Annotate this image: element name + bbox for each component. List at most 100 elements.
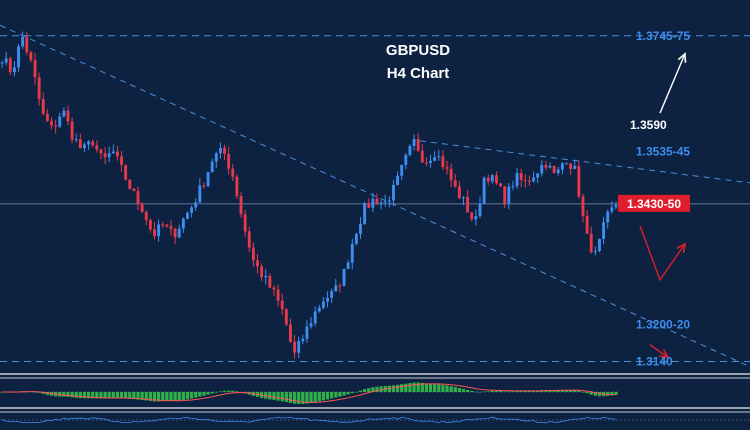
macd-bar [614, 392, 618, 396]
candle-body [379, 202, 383, 205]
macd-signal-line [2, 383, 616, 403]
candle-body [544, 164, 548, 168]
macd-bar [412, 382, 416, 392]
candle-body [354, 233, 358, 244]
macd-bar [169, 392, 173, 401]
macd-bar [202, 392, 206, 396]
candle-body [540, 164, 544, 174]
candle-body [507, 186, 511, 204]
macd-bar [78, 392, 82, 399]
macd-bar [437, 384, 441, 392]
candle-body [260, 266, 264, 278]
macd-bar [449, 386, 453, 392]
level-label: 1.3535-45 [636, 144, 690, 158]
macd-bar [86, 392, 91, 399]
candle-body [284, 309, 288, 325]
candle-body [45, 113, 49, 121]
candle-body [206, 172, 210, 187]
macd-bar [375, 386, 379, 392]
candle-body [462, 197, 465, 199]
up-arrow-line [659, 53, 686, 114]
macd-bar [309, 392, 313, 403]
level-labels: 1.3745-75 1.3590 1.3535-45 1.3430-50 1.3200-… [618, 29, 690, 368]
macd-bar [119, 392, 124, 399]
candle-body [495, 175, 498, 184]
macd-bar [222, 390, 227, 392]
macd-bar [173, 392, 177, 401]
macd-bar [548, 390, 552, 392]
macd-bar [416, 382, 420, 392]
candle-body [490, 175, 494, 182]
candle-body [214, 153, 218, 162]
macd-bar [503, 391, 507, 393]
level-label: 1.3430-50 [627, 197, 681, 211]
macd-bar [95, 392, 99, 399]
macd-bar [280, 392, 284, 402]
candle-body [124, 164, 128, 180]
candle-body [87, 141, 91, 145]
level-label: 1.3590 [630, 118, 667, 132]
candle-body [95, 145, 99, 150]
candle-body [445, 167, 449, 169]
candle-body [457, 186, 461, 199]
macd-bar [37, 392, 41, 393]
macd-bar [531, 390, 536, 392]
candle-body [268, 275, 272, 288]
macd-bar [400, 384, 404, 392]
candle-body [326, 297, 329, 302]
macd-bar [231, 390, 235, 392]
macd-bar [585, 392, 589, 394]
candle-body [301, 338, 305, 342]
macd-bar [523, 390, 527, 392]
candle-body [581, 196, 585, 216]
candle-body [165, 224, 169, 227]
macd-bar [577, 390, 581, 392]
candle-body [66, 110, 70, 122]
macd-bar [433, 383, 437, 392]
candle-body [598, 238, 601, 252]
candle-body [91, 141, 95, 146]
candle-body [589, 233, 593, 253]
candle-body [103, 153, 107, 158]
candle-body [330, 291, 334, 298]
candle-body [115, 151, 119, 157]
candle-body [408, 145, 412, 155]
candle-body [25, 36, 29, 53]
macd-bar [144, 392, 148, 401]
chart-subtitle: H4 Chart [387, 65, 450, 82]
candle-body [54, 125, 58, 127]
macd-bar [227, 390, 231, 392]
macd-bar [128, 392, 132, 399]
candle-body [78, 139, 82, 149]
macd-bar [321, 392, 326, 401]
macd-bar [474, 391, 478, 393]
candle-body [12, 67, 16, 73]
macd-bar [494, 390, 499, 392]
macd-bar [515, 391, 519, 392]
candle-body [593, 251, 597, 253]
macd-bar [292, 392, 297, 404]
macd-bar [235, 391, 239, 392]
candle-body [573, 166, 577, 169]
macd-bar [593, 392, 597, 396]
macd-bar [490, 390, 494, 392]
candle-body [532, 177, 535, 182]
macd-bar [581, 391, 585, 393]
candle-body [107, 153, 111, 158]
candle-body [128, 179, 132, 189]
macd-bar [301, 392, 305, 404]
candle-body [83, 144, 86, 149]
macd-bar [461, 388, 466, 392]
macd-bar [276, 392, 280, 401]
candle-body [359, 224, 362, 234]
candle-body [486, 177, 490, 182]
macd-bar [387, 385, 391, 392]
candle-body [383, 201, 387, 203]
macd-bar [519, 390, 523, 392]
macd-bar [342, 392, 346, 396]
candle-body [0, 62, 4, 64]
candle-body [190, 207, 194, 213]
macd-bar [379, 386, 383, 392]
macd-bar [334, 392, 338, 398]
